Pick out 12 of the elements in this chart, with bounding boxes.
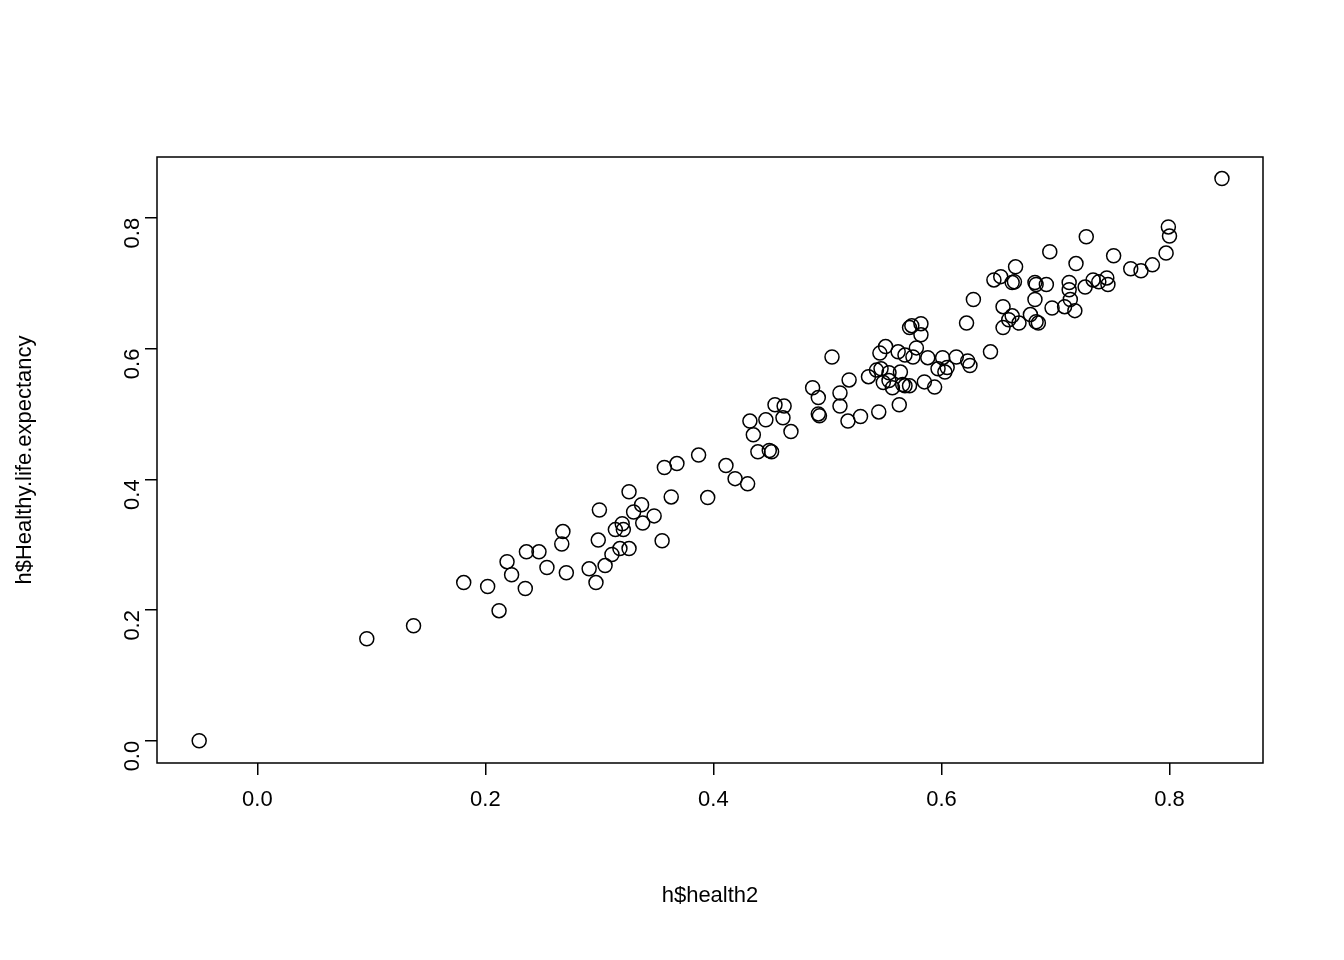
x-tick-label: 0.6 [926,786,957,812]
x-tick-label: 0.2 [470,786,501,812]
y-tick-label: 0.6 [119,348,145,380]
x-tick-label: 0.8 [1154,786,1185,812]
x-axis-title: h$health2 [661,881,759,907]
y-tick-label: 0.2 [119,610,145,641]
x-tick-label: 0.0 [242,786,273,812]
y-tick-label: 0.0 [119,740,145,772]
y-tick-label: 0.8 [119,217,145,249]
x-tick-label: 0.4 [698,786,729,812]
y-axis-title: h$Healthy.life.expectancy [11,335,37,585]
y-tick-label: 0.4 [119,479,145,510]
